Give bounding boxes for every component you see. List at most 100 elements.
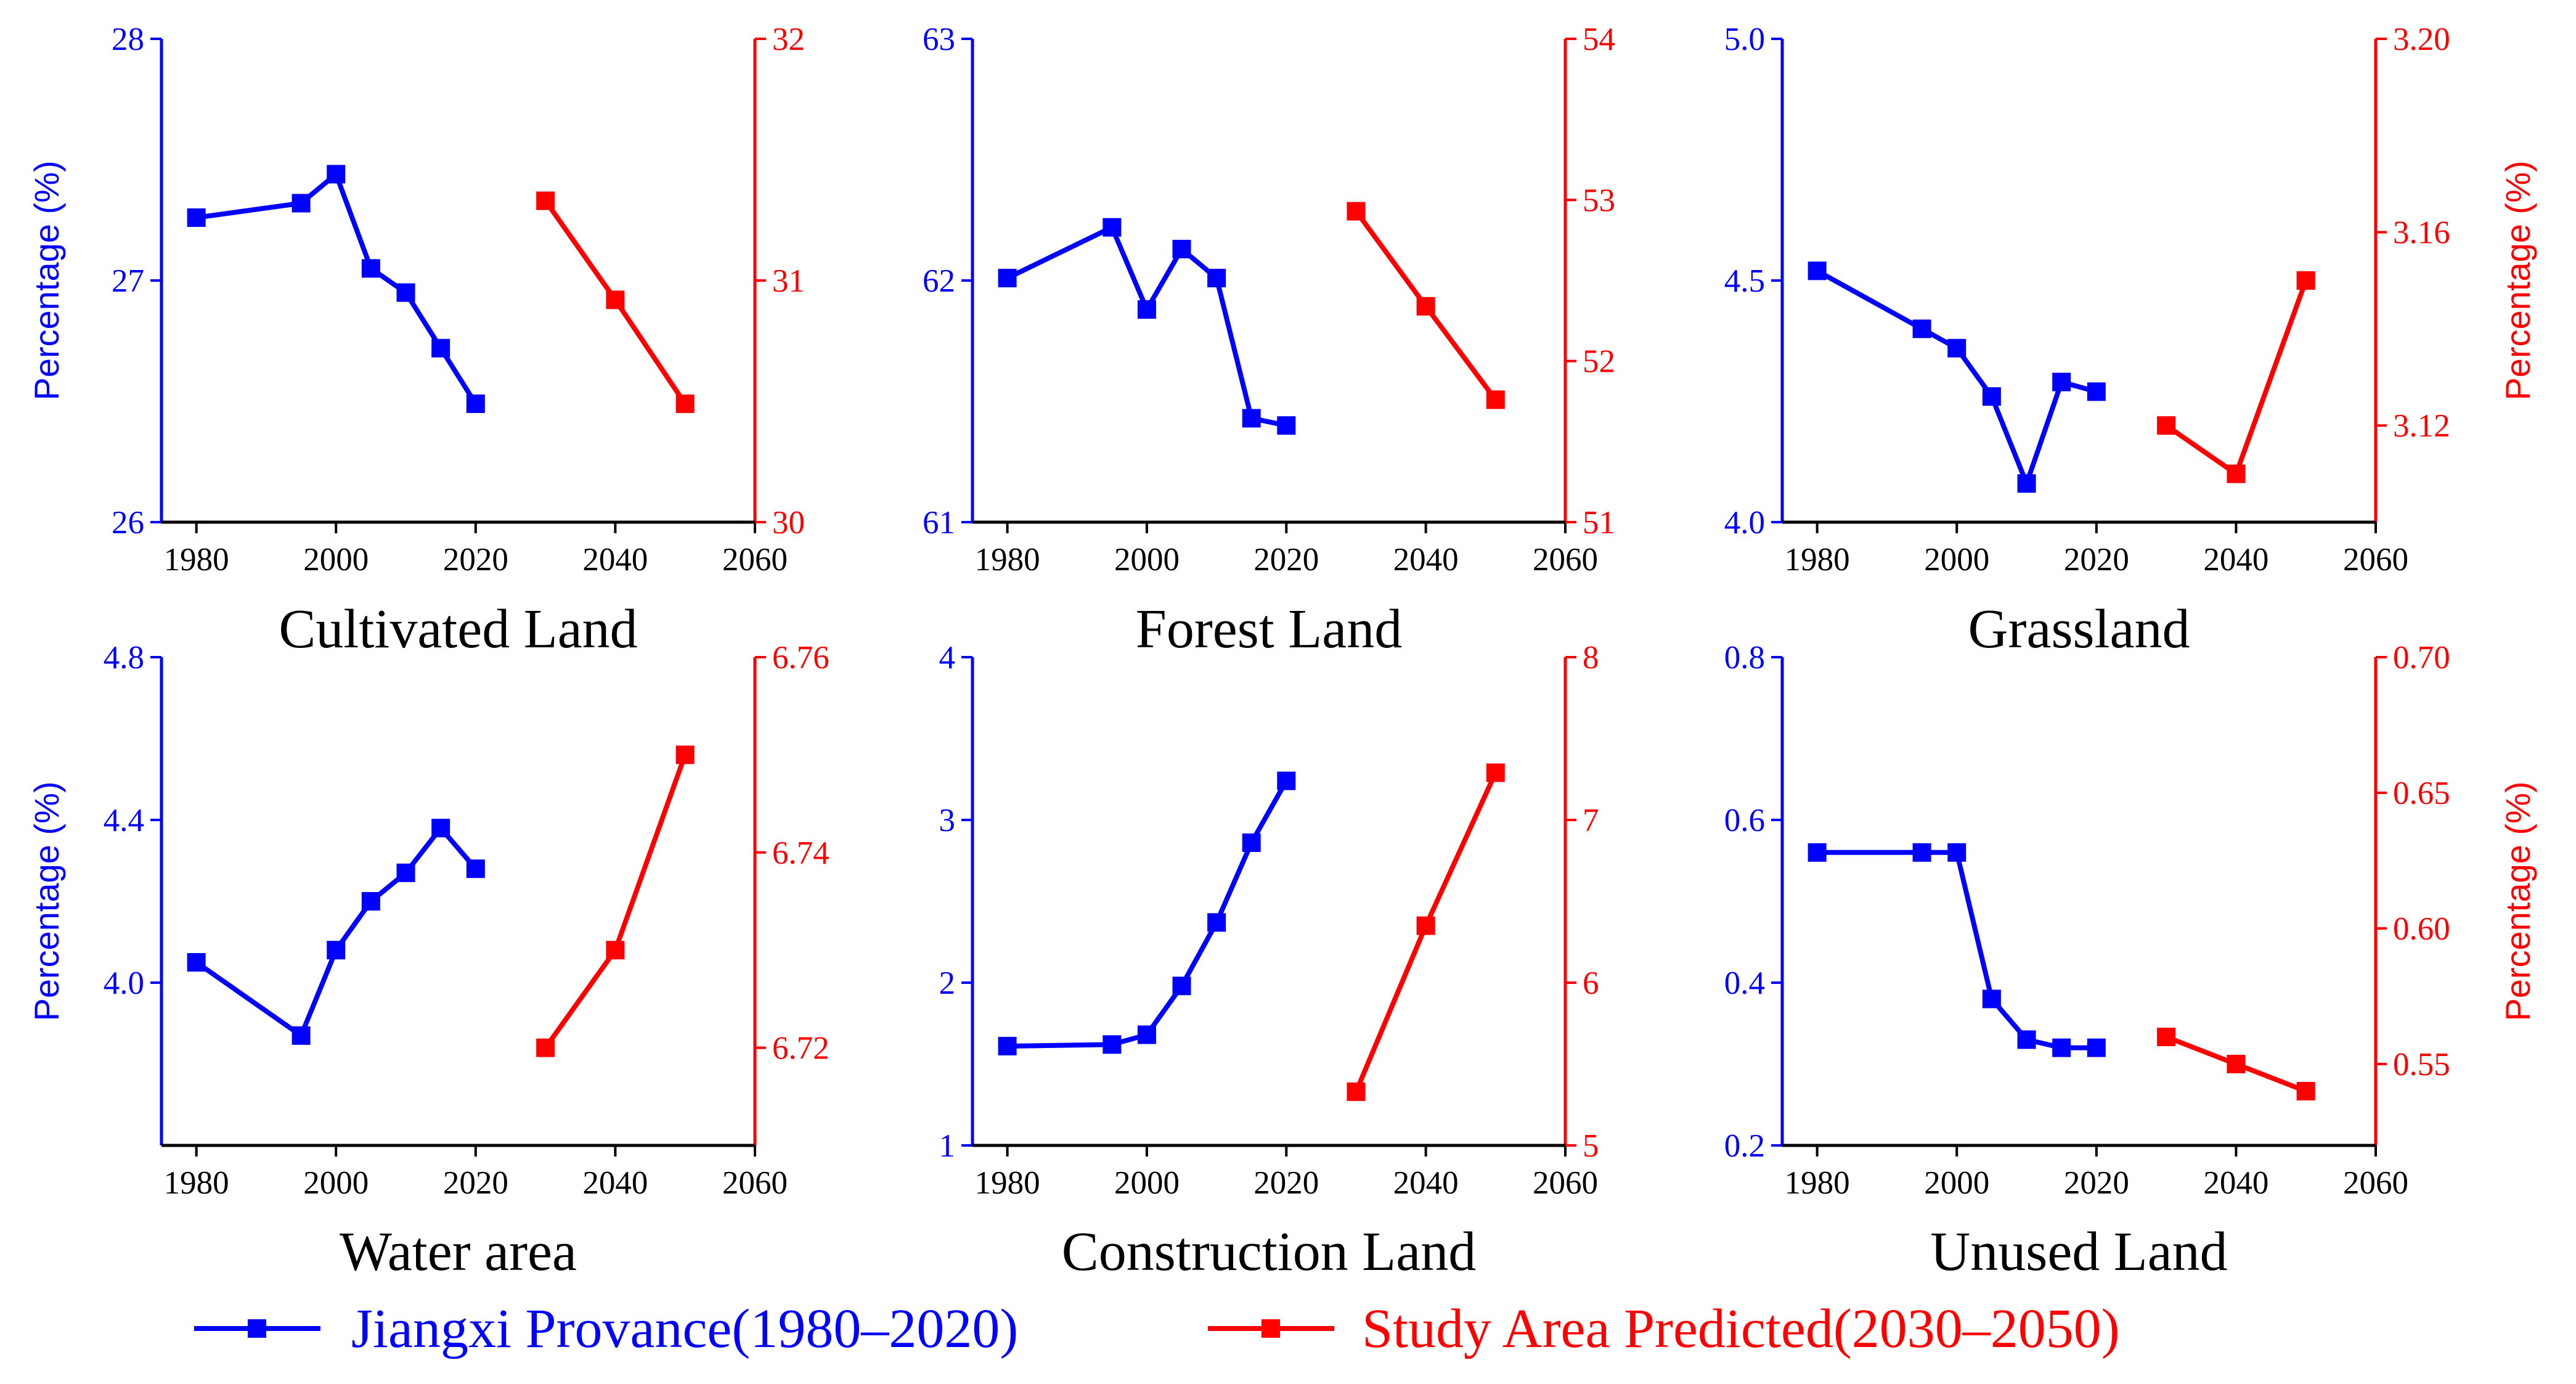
legend-marker — [248, 1319, 266, 1338]
panel-title: Unused Land — [1930, 1221, 2227, 1282]
left-y-tick-label: 62 — [923, 263, 955, 299]
left-y-tick-label: 4.8 — [104, 640, 144, 676]
historical-data-point — [1277, 416, 1296, 435]
x-tick-label: 2020 — [2064, 542, 2129, 578]
x-tick-label: 2020 — [443, 1165, 508, 1201]
x-tick-label: 2000 — [1114, 1165, 1180, 1201]
historical-data-point — [1242, 409, 1261, 428]
historical-data-point — [998, 1036, 1017, 1055]
right-y-tick-label: 5 — [1583, 1128, 1599, 1164]
historical-data-point — [1207, 269, 1226, 288]
historical-data-point — [361, 892, 380, 911]
predicted-data-point — [1347, 1082, 1366, 1101]
predicted-data-point — [606, 941, 625, 960]
left-y-axis-label: Percentage (%) — [27, 160, 66, 400]
right-y-tick-label: 0.60 — [2393, 911, 2450, 947]
predicted-data-point — [536, 1038, 555, 1057]
x-tick-label: 2000 — [303, 542, 369, 578]
x-tick-label: 2000 — [1924, 542, 1989, 578]
x-tick-label: 1980 — [164, 1165, 229, 1201]
x-tick-label: 2040 — [1393, 1165, 1459, 1201]
x-tick-label: 2020 — [443, 542, 508, 578]
predicted-data-point — [1347, 202, 1366, 221]
left-y-tick-label: 0.6 — [1724, 803, 1765, 838]
right-y-tick-label: 53 — [1583, 182, 1615, 218]
predicted-data-point — [2157, 416, 2176, 435]
panel-title: Construction Land — [1062, 1221, 1476, 1282]
right-y-tick-label: 6.72 — [772, 1031, 829, 1067]
historical-data-point — [1808, 843, 1827, 862]
x-tick-label: 2060 — [1533, 542, 1598, 578]
historical-data-point — [1207, 913, 1226, 932]
historical-data-point — [1242, 833, 1261, 852]
x-tick-label: 1980 — [164, 542, 229, 578]
predicted-data-point — [536, 191, 555, 210]
predicted-series-line — [2164, 279, 2309, 477]
left-y-tick-label: 5.0 — [1724, 22, 1765, 57]
historical-data-point — [1912, 319, 1931, 338]
historical-data-point — [431, 819, 450, 838]
right-y-tick-label: 32 — [772, 22, 805, 57]
right-y-tick-label: 3.16 — [2393, 215, 2450, 251]
left-y-tick-label: 1 — [939, 1128, 956, 1164]
right-y-tick-label: 54 — [1583, 22, 1615, 57]
historical-data-point — [1277, 771, 1296, 790]
right-y-axis-label: Percentage (%) — [2498, 160, 2537, 400]
historical-data-point — [1172, 240, 1191, 259]
x-tick-label: 2040 — [582, 542, 648, 578]
historical-series-line — [1006, 224, 1287, 428]
right-y-tick-label: 0.70 — [2393, 640, 2450, 676]
left-y-axis-label: Percentage (%) — [27, 781, 66, 1021]
left-y-tick-label: 61 — [923, 505, 955, 541]
left-y-tick-label: 4 — [939, 640, 956, 676]
left-y-tick-label: 4.5 — [1724, 263, 1765, 299]
predicted-series-line — [543, 754, 688, 1049]
historical-series-line — [196, 171, 478, 406]
x-tick-label: 2040 — [1393, 542, 1459, 578]
predicted-data-point — [1416, 297, 1435, 316]
x-tick-label: 2060 — [722, 1165, 788, 1201]
panel-5: 1980 2000 2020 2040 2060 1 2 3 4 5 6 7 8 Construction… — [939, 640, 1599, 1282]
historical-data-point — [2087, 1038, 2106, 1057]
historical-series-line — [195, 825, 478, 1038]
historical-data-point — [396, 863, 415, 882]
x-tick-label: 2040 — [2203, 542, 2268, 578]
historical-data-point — [2017, 474, 2036, 493]
x-tick-label: 2060 — [2343, 1165, 2408, 1201]
historical-data-point — [1103, 1035, 1122, 1054]
panel-3: 1980 2000 2020 2040 2060 4.0 4.5 5.0 3.12 3.16 3.2… — [1724, 22, 2537, 660]
x-tick-label: 1980 — [1785, 1165, 1850, 1201]
right-y-tick-label: 6 — [1583, 965, 1599, 1001]
right-y-tick-label: 6.76 — [772, 640, 829, 676]
historical-data-point — [466, 859, 485, 878]
left-y-tick-label: 63 — [923, 22, 955, 57]
right-y-tick-label: 3.20 — [2393, 22, 2450, 57]
left-y-tick-label: 4.4 — [104, 803, 144, 838]
historical-data-point — [1947, 843, 1967, 862]
predicted-data-point — [2296, 1082, 2315, 1100]
right-y-tick-label: 3.12 — [2393, 408, 2450, 444]
historical-data-point — [1982, 989, 2001, 1009]
left-y-tick-label: 26 — [112, 505, 144, 541]
panel-title: Water area — [340, 1221, 577, 1282]
right-y-tick-label: 0.55 — [2393, 1047, 2450, 1083]
historical-data-point — [1103, 218, 1122, 237]
x-tick-label: 2020 — [2064, 1165, 2129, 1201]
legend-item-1: Jiangxi Provance(1980–2020) — [194, 1298, 1018, 1359]
left-y-tick-label: 3 — [939, 803, 956, 838]
x-tick-label: 2060 — [722, 542, 788, 578]
x-tick-label: 1980 — [1785, 542, 1850, 578]
left-y-tick-label: 27 — [112, 263, 144, 299]
panel-title: Forest Land — [1136, 599, 1402, 660]
historical-data-point — [1808, 261, 1827, 280]
historical-data-point — [187, 953, 206, 972]
historical-data-point — [431, 338, 450, 358]
legend-marker — [1262, 1319, 1280, 1338]
historical-data-point — [327, 165, 346, 184]
right-y-tick-label: 51 — [1583, 505, 1615, 541]
panel-4: 1980 2000 2020 2040 2060 4.0 4.4 4.8 6.72 6.74 6.7… — [27, 640, 829, 1282]
predicted-data-point — [2157, 1028, 2176, 1046]
panel-title: Grassland — [1968, 599, 2190, 660]
left-y-tick-label: 4.0 — [104, 965, 144, 1001]
